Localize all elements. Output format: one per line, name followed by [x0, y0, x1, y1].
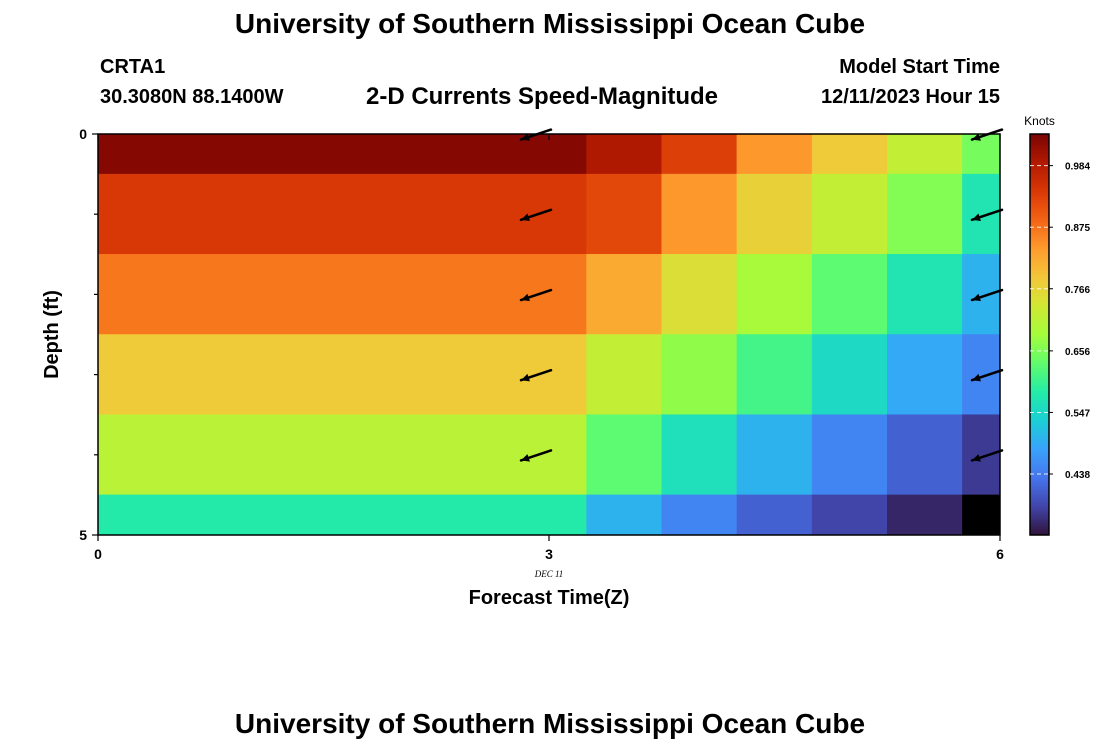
station-id: CRTA1	[100, 56, 166, 78]
heatmap-cell-r3-c3	[736, 334, 813, 415]
heatmap-cell-r3-c1	[586, 334, 662, 415]
footer-title: University of Southern Mississippi Ocean…	[234, 708, 866, 739]
heatmap-cell-r2-c4	[811, 254, 888, 335]
model-start-value: 12/11/2023 Hour 15	[820, 86, 1000, 108]
heatmap-cell-r1-c0	[97, 173, 587, 255]
current-vector-2	[519, 288, 553, 302]
colorbar-title: Knots	[1024, 114, 1055, 128]
heatmap-cells	[97, 133, 1001, 536]
current-vectors	[519, 128, 1004, 462]
model-start-label: Model Start Time	[839, 56, 1000, 78]
current-vector-3	[519, 368, 553, 382]
colorbar: Knots 0.984 0.875 0.766 0.656 0.547 0.438	[1024, 114, 1090, 536]
current-vector-7	[970, 288, 1004, 302]
heatmap-cell-r3-c4	[811, 334, 888, 415]
colorbar-tick-label-4: 0.547	[1065, 408, 1090, 419]
colorbar-tick-label-0: 0.984	[1065, 162, 1090, 173]
current-vector-6	[970, 208, 1004, 222]
station-coordinates: 30.3080N 88.1400W	[100, 86, 284, 108]
heatmap-cell-r1-c4	[811, 173, 888, 255]
y-tick-label-1: 5	[79, 527, 87, 543]
heatmap-cell-r0-c5	[887, 133, 963, 175]
vector-head	[972, 133, 981, 141]
heatmap-cell-r0-c2	[661, 133, 738, 175]
chart-subtitle: 2-D Currents Speed-Magnitude	[366, 83, 719, 110]
heatmap-cell-r0-c0	[97, 133, 587, 175]
heatmap-cell-r0-c1	[586, 133, 662, 175]
colorbar-scale	[1029, 133, 1050, 536]
heatmap-cell-r2-c5	[887, 254, 963, 335]
heatmap-cell-r5-c0	[97, 494, 587, 536]
heatmap-cell-r2-c6	[962, 254, 1001, 335]
heatmap-cell-r3-c2	[661, 334, 738, 415]
vector-head	[972, 373, 981, 382]
vector-head	[972, 454, 981, 462]
heatmap-cell-r5-c3	[736, 494, 813, 536]
heatmap-cell-r4-c2	[661, 414, 738, 496]
heatmap-cell-r5-c6	[962, 494, 1001, 536]
x-axis-date-label: DEC 11	[534, 569, 564, 579]
y-axis-label: Depth (ft)	[41, 290, 63, 379]
heatmap-cell-r2-c0	[97, 254, 587, 335]
heatmap-cell-r4-c1	[586, 414, 662, 496]
heatmap-cell-r5-c1	[586, 494, 662, 536]
vector-head	[521, 293, 530, 302]
colorbar-tick-label-1: 0.875	[1065, 223, 1090, 234]
heatmap-cell-r4-c4	[811, 414, 888, 496]
heatmap-cell-r5-c2	[661, 494, 738, 536]
heatmap-cell-r1-c3	[736, 173, 813, 255]
vector-head	[972, 213, 981, 221]
x-tick-label-1: 3	[545, 546, 553, 562]
heatmap-cell-r4-c5	[887, 414, 963, 496]
heatmap-cell-r3-c0	[97, 334, 587, 415]
current-vector-9	[970, 449, 1004, 462]
heatmap-cell-r0-c3	[736, 133, 813, 175]
heatmap-cell-r2-c2	[661, 254, 738, 335]
vector-head	[521, 133, 530, 141]
x-axis-label: Forecast Time(Z)	[469, 587, 630, 609]
heatmap-cell-r3-c6	[962, 334, 1001, 415]
vector-head	[521, 373, 530, 382]
vector-head	[972, 293, 981, 302]
colorbar-ticks: 0.984 0.875 0.766 0.656 0.547 0.438	[1030, 162, 1090, 481]
heatmap-cell-r4-c6	[962, 414, 1001, 496]
heatmap-cell-r5-c5	[887, 494, 963, 536]
heatmap-cell-r1-c6	[962, 173, 1001, 255]
heatmap-cell-r4-c0	[97, 414, 587, 496]
colorbar-tick-label-2: 0.766	[1065, 285, 1090, 296]
vector-head	[521, 454, 530, 462]
current-vector-8	[970, 368, 1004, 382]
y-tick-label-0: 0	[79, 126, 87, 142]
heatmap-cell-r2-c1	[586, 254, 662, 335]
page-title: University of Southern Mississippi Ocean…	[234, 8, 866, 39]
heatmap-cell-r0-c6	[962, 133, 1001, 175]
heatmap-cell-r2-c3	[736, 254, 813, 335]
colorbar-tick-label-3: 0.656	[1065, 347, 1090, 358]
heatmap-cell-r1-c1	[586, 173, 662, 255]
heatmap-cell-r0-c4	[811, 133, 888, 175]
x-tick-label-0: 0	[94, 546, 102, 562]
heatmap-cell-r1-c5	[887, 173, 963, 255]
axes: 050 3 6	[79, 126, 1004, 562]
heatmap-cell-r4-c3	[736, 414, 813, 496]
current-vector-4	[519, 449, 553, 462]
heatmap-cell-r5-c4	[811, 494, 888, 536]
x-tick-label-2: 6	[996, 546, 1004, 562]
vector-head	[521, 213, 530, 221]
heatmap-cell-r1-c2	[661, 173, 738, 255]
heatmap-cell-r3-c5	[887, 334, 963, 415]
current-vector-1	[519, 208, 553, 222]
colorbar-tick-label-5: 0.438	[1065, 470, 1090, 481]
